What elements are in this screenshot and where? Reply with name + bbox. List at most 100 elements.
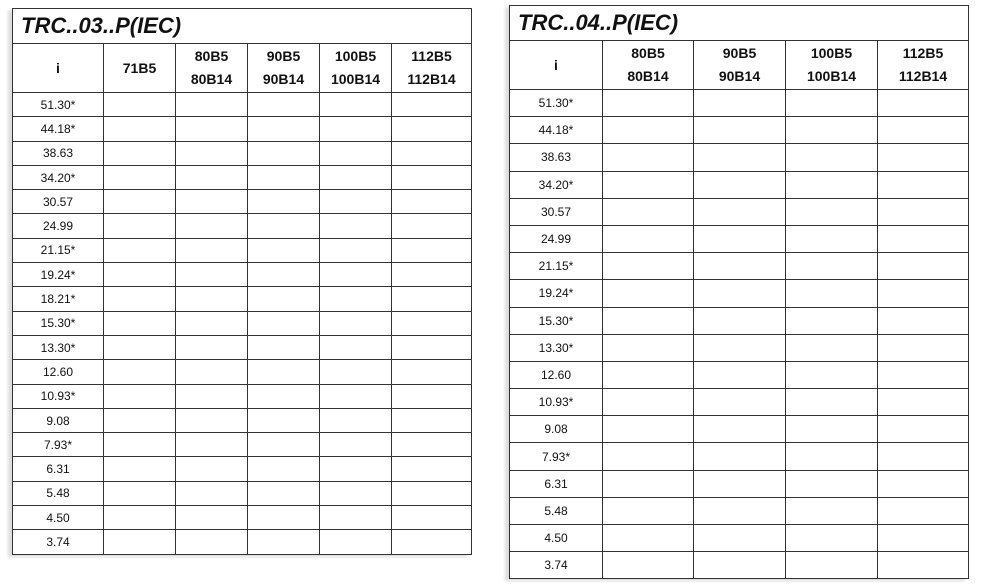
empty-cell — [602, 88, 694, 118]
empty-cell — [390, 91, 473, 118]
column-header: i — [12, 43, 104, 93]
header-line: 90B5 — [266, 48, 301, 64]
empty-cell — [785, 415, 878, 444]
empty-cell — [175, 164, 248, 191]
empty-cell — [247, 407, 320, 434]
ratio-cell: 9.08 — [509, 415, 603, 444]
empty-cell — [877, 197, 969, 226]
empty-cell — [319, 480, 392, 507]
empty-cell — [390, 213, 473, 239]
header-line: 112B14 — [898, 68, 948, 84]
column-header: 112B5 112B14 — [390, 43, 473, 93]
empty-cell — [319, 213, 392, 239]
table-trc-04: TRC..04..P(IEC) i 80B5 80B14 90B5 90B14 100B5 1… — [509, 5, 969, 580]
empty-cell — [175, 529, 248, 555]
empty-cell — [247, 286, 320, 312]
empty-cell — [390, 480, 473, 507]
empty-cell — [877, 116, 969, 145]
empty-cell — [175, 310, 248, 336]
empty-cell — [785, 496, 878, 526]
empty-cell — [877, 306, 969, 335]
empty-cell — [319, 505, 392, 531]
empty-cell — [175, 383, 248, 409]
empty-cell — [247, 91, 320, 118]
empty-cell — [390, 383, 473, 409]
empty-cell — [390, 189, 473, 215]
table-row: 34.20* — [509, 170, 969, 199]
empty-cell — [247, 310, 320, 336]
ratio-cell: 18.21* — [12, 286, 104, 312]
table-row: 5.48 — [509, 496, 969, 526]
empty-cell — [390, 164, 473, 191]
empty-cell — [247, 529, 320, 555]
ratio-cell: 21.15* — [12, 237, 104, 264]
table-row: 19.24* — [12, 262, 473, 288]
header-line: 100B5 — [810, 45, 853, 61]
table-trc-03: TRC..03..P(IEC) i 71B5 80B5 80B14 90B5 90B14 10… — [11, 8, 473, 555]
empty-cell — [785, 306, 878, 335]
empty-cell — [785, 197, 878, 226]
empty-cell — [390, 262, 473, 288]
empty-cell — [693, 116, 786, 145]
header-line: 90B5 — [722, 45, 757, 61]
ratio-cell: 3.74 — [509, 551, 603, 580]
header-line: i — [56, 59, 60, 76]
empty-cell — [247, 237, 320, 264]
empty-cell — [693, 496, 786, 526]
empty-cell — [877, 88, 969, 118]
ratio-cell: 30.57 — [12, 189, 104, 215]
empty-cell — [602, 551, 694, 580]
empty-cell — [103, 359, 176, 385]
empty-cell — [175, 213, 248, 239]
empty-cell — [785, 279, 878, 308]
empty-cell — [175, 407, 248, 434]
empty-cell — [602, 279, 694, 308]
empty-cell — [175, 116, 248, 142]
empty-cell — [602, 143, 694, 172]
empty-cell — [103, 407, 176, 434]
empty-cell — [390, 116, 473, 142]
table-row: 21.15* — [12, 237, 473, 264]
empty-cell — [390, 529, 473, 555]
empty-cell — [785, 88, 878, 118]
empty-cell — [693, 170, 786, 199]
empty-cell — [693, 551, 786, 580]
ratio-cell: 44.18* — [12, 116, 104, 142]
ratio-cell: 21.15* — [509, 252, 603, 281]
ratio-cell: 44.18* — [509, 116, 603, 145]
table-row: 38.63 — [509, 143, 969, 172]
table-row: 24.99 — [509, 224, 969, 254]
empty-cell — [319, 529, 392, 555]
empty-cell — [319, 116, 392, 142]
ratio-cell: 12.60 — [12, 359, 104, 385]
table-row: 10.93* — [509, 388, 969, 417]
empty-cell — [390, 237, 473, 264]
table-row: 21.15* — [509, 252, 969, 281]
empty-cell — [877, 442, 969, 471]
empty-cell — [602, 388, 694, 417]
empty-cell — [247, 164, 320, 191]
table-row: 13.30* — [12, 334, 473, 361]
empty-cell — [319, 140, 392, 166]
table-row: 51.30* — [12, 91, 473, 118]
empty-cell — [175, 237, 248, 264]
ratio-cell: 5.48 — [509, 496, 603, 526]
empty-cell — [602, 116, 694, 145]
table-row: 4.50 — [12, 505, 473, 531]
header-line: 71B5 — [122, 59, 157, 76]
empty-cell — [247, 456, 320, 482]
table-row: 5.48 — [12, 480, 473, 507]
ratio-cell: 5.48 — [12, 480, 104, 507]
ratio-cell: 10.93* — [509, 388, 603, 417]
empty-cell — [319, 334, 392, 361]
empty-cell — [785, 469, 878, 498]
empty-cell — [602, 415, 694, 444]
ratio-cell: 3.74 — [12, 529, 104, 555]
ratio-cell: 10.93* — [12, 383, 104, 409]
ratio-cell: 24.99 — [12, 213, 104, 239]
column-header: 90B5 90B14 — [247, 43, 320, 93]
empty-cell — [877, 551, 969, 580]
empty-cell — [693, 360, 786, 390]
empty-cell — [103, 91, 176, 118]
column-header: i — [509, 40, 603, 90]
